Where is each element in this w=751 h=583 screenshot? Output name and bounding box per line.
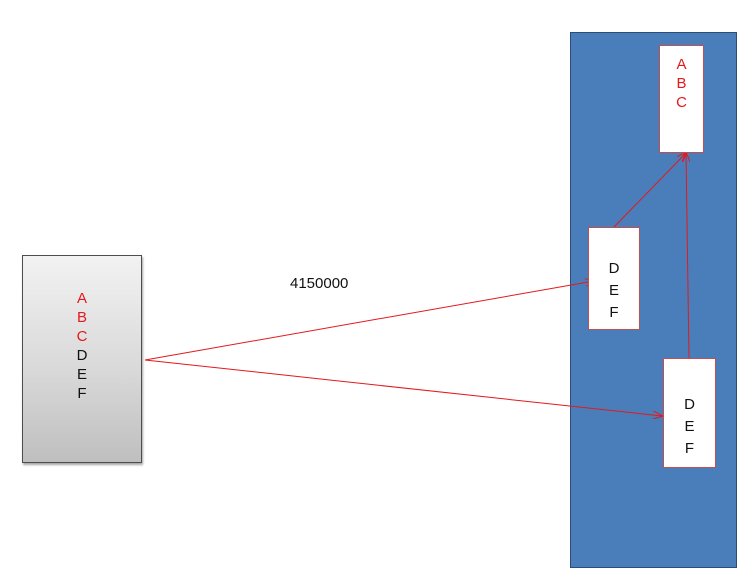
def2-letter-d: D	[684, 396, 695, 413]
source-letter-e: E	[76, 366, 87, 383]
source-node: A B C D E F	[22, 255, 142, 463]
source-letter-a: A	[76, 290, 87, 307]
source-letter-b: B	[76, 309, 87, 326]
target-box-abc: A B C	[659, 45, 704, 153]
def2-letter-f: F	[684, 440, 695, 457]
arrow-source-to-def1	[144, 281, 594, 361]
abc-letter-stack: A B C	[660, 55, 703, 112]
source-letter-f: F	[77, 385, 87, 402]
source-letter-stack: A B C D E F	[23, 289, 141, 403]
def2-letter-e: E	[684, 418, 695, 435]
def1-letter-d: D	[608, 260, 620, 277]
def1-letter-stack: D E F	[589, 258, 639, 324]
source-letter-d: D	[76, 347, 88, 364]
target-box-def-1: D E F	[588, 227, 640, 330]
def1-letter-e: E	[608, 282, 619, 299]
def1-letter-f: F	[609, 304, 619, 321]
source-letter-c: C	[76, 328, 88, 345]
edge-label: 4150000	[290, 275, 349, 292]
abc-letter-b: B	[676, 75, 687, 92]
abc-letter-c: C	[676, 94, 687, 111]
def2-letter-stack: D E F	[664, 394, 715, 460]
abc-letter-a: A	[676, 56, 687, 73]
target-box-def-2: D E F	[663, 358, 716, 468]
